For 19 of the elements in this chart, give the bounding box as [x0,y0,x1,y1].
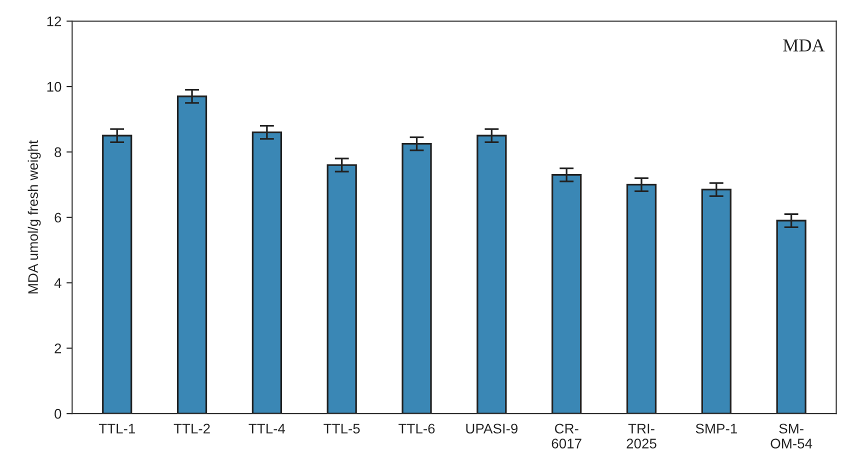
x-tick-label: SMP-1 [696,424,737,434]
x-tick-label: TTL-5 [324,424,360,434]
y-tick-label: 12 [47,16,62,26]
y-tick-label: 0 [54,408,62,419]
y-axis-title: MDA umol/g fresh weight [28,140,41,294]
x-tick-label: TTL-2 [174,424,210,434]
y-tick-label: 6 [54,212,62,223]
y-tick-label: 8 [54,147,62,158]
x-tick-label: TTL-1 [98,424,135,434]
x-tick-label: CR- 6017 [552,424,582,448]
x-tick-label: UPASI-9 [466,424,518,434]
x-tick-label: TTL-6 [398,424,435,434]
x-tick-label: TTL-4 [248,424,286,434]
y-tick-label: 2 [54,344,62,354]
x-tick-label: SM- OM-54 [770,424,812,448]
y-tick-label: 10 [47,82,62,92]
x-tick-label: TRI- 2025 [626,424,656,448]
y-tick-label: 4 [54,278,62,288]
text: MDA [783,39,825,52]
